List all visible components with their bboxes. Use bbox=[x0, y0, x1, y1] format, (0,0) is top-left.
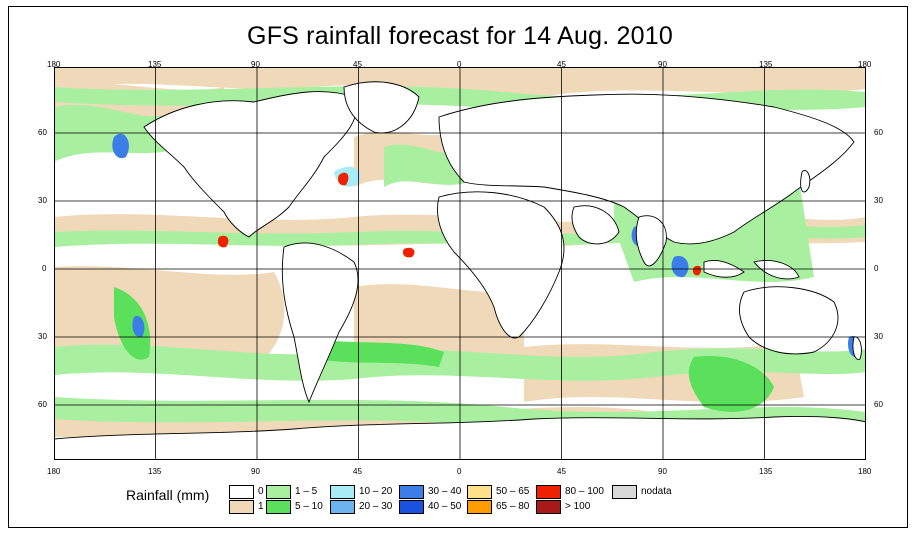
north-america bbox=[143, 91, 358, 238]
legend-swatch-10 bbox=[536, 485, 561, 499]
lat-tick-left-1: 60 bbox=[38, 128, 47, 137]
legend-label-4: 10 – 20 bbox=[359, 486, 393, 497]
lon-tick-top-6: 45 bbox=[557, 60, 566, 69]
legend-label-5: 20 – 30 bbox=[359, 501, 393, 512]
legend-swatch-11 bbox=[536, 500, 561, 514]
lat-tick-left-2: 30 bbox=[38, 196, 47, 205]
lon-tick-bottom-7: 90 bbox=[658, 467, 667, 476]
legend-label-0: 0 bbox=[258, 486, 264, 497]
legend-swatch-12 bbox=[612, 485, 637, 499]
legend-swatch-5 bbox=[330, 500, 355, 514]
new-zealand bbox=[852, 336, 862, 360]
legend-swatch-0 bbox=[229, 485, 254, 499]
map-border bbox=[54, 67, 866, 460]
legend-swatch-3 bbox=[266, 500, 291, 514]
lon-tick-bottom-3: 90 bbox=[251, 467, 260, 476]
lon-tick-bottom-1: 180 bbox=[47, 467, 61, 476]
lon-tick-top-2: 135 bbox=[148, 60, 162, 69]
legend-label-6: 30 – 40 bbox=[428, 486, 462, 497]
rainfall-map bbox=[54, 67, 866, 460]
lon-tick-top-1: 180 bbox=[47, 60, 61, 69]
rain-green-south-indian-blob bbox=[688, 356, 774, 412]
se-asia-islands bbox=[703, 260, 800, 280]
legend-swatch-4 bbox=[330, 485, 355, 499]
africa bbox=[437, 191, 565, 339]
lat-tick-right-1: 60 bbox=[874, 128, 883, 137]
graticule bbox=[54, 67, 866, 460]
lon-tick-bottom-6: 45 bbox=[557, 467, 566, 476]
rain-green-se-pacific bbox=[304, 337, 444, 367]
legend-label-11: > 100 bbox=[565, 501, 591, 512]
india bbox=[635, 215, 667, 267]
legend-label-2: 1 – 5 bbox=[295, 486, 318, 497]
legend-label-3: 5 – 10 bbox=[295, 501, 323, 512]
lon-tick-top-8: 135 bbox=[759, 60, 773, 69]
lon-tick-bottom-8: 135 bbox=[759, 467, 773, 476]
lon-tick-top-3: 90 bbox=[251, 60, 260, 69]
lat-tick-left-3: 0 bbox=[42, 264, 47, 273]
legend-label-10: 80 – 100 bbox=[565, 486, 604, 497]
legend-swatch-1 bbox=[229, 500, 254, 514]
lon-tick-bottom-9: 180 bbox=[858, 467, 872, 476]
legend-title: Rainfall (mm) bbox=[126, 487, 210, 503]
lat-tick-right-3: 0 bbox=[874, 264, 879, 273]
lon-tick-bottom-4: 45 bbox=[353, 467, 362, 476]
lat-tick-left-5: 60 bbox=[38, 400, 47, 409]
europe-asia bbox=[438, 93, 855, 245]
map-area bbox=[54, 67, 866, 460]
legend-label-12: nodata bbox=[641, 486, 672, 497]
legend-label-8: 50 – 65 bbox=[496, 486, 530, 497]
legend-swatch-6 bbox=[399, 485, 424, 499]
map-title: GFS rainfall forecast for 14 Aug. 2010 bbox=[247, 22, 673, 50]
lon-tick-top-9: 180 bbox=[858, 60, 872, 69]
lon-tick-bottom-2: 135 bbox=[148, 467, 162, 476]
legend-swatch-9 bbox=[467, 500, 492, 514]
rain-green-pacific-swirl bbox=[114, 287, 151, 360]
figure-frame bbox=[8, 6, 908, 528]
lon-tick-bottom-5: 0 bbox=[457, 467, 462, 476]
legend-label-1: 1 bbox=[258, 501, 264, 512]
lat-tick-right-2: 30 bbox=[874, 196, 883, 205]
lat-tick-right-4: 30 bbox=[874, 332, 883, 341]
japan bbox=[800, 170, 811, 193]
legend-label-9: 65 – 80 bbox=[496, 501, 530, 512]
arabia bbox=[571, 205, 620, 245]
legend-swatch-8 bbox=[467, 485, 492, 499]
legend-swatch-7 bbox=[399, 500, 424, 514]
south-america bbox=[281, 242, 359, 404]
legend-swatch-2 bbox=[266, 485, 291, 499]
lon-tick-top-4: 45 bbox=[353, 60, 362, 69]
lat-tick-left-4: 30 bbox=[38, 332, 47, 341]
greenland bbox=[343, 81, 420, 134]
lon-tick-top-5: 0 bbox=[457, 60, 462, 69]
rain-tan-south-pacific bbox=[54, 266, 285, 370]
lon-tick-top-7: 90 bbox=[658, 60, 667, 69]
rain-green-n-pacific bbox=[54, 104, 184, 162]
legend-label-7: 40 – 50 bbox=[428, 501, 462, 512]
lat-tick-right-5: 60 bbox=[874, 400, 883, 409]
